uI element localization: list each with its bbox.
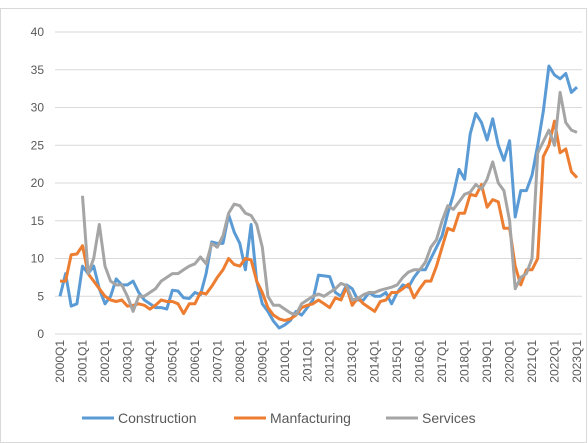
x-tick-label: 2007Q1 (210, 340, 224, 383)
series-line (58, 64, 579, 330)
y-tick-label: 30 (31, 101, 45, 115)
y-tick-label: 25 (31, 138, 45, 152)
legend-label: Manfacturing (270, 410, 351, 426)
x-tick-label: 2001Q1 (75, 340, 89, 383)
x-tick-label: 2006Q1 (188, 340, 202, 383)
y-tick-label: 0 (37, 327, 44, 341)
x-tick-label: 2018Q1 (458, 340, 472, 383)
x-tick-label: 2009Q1 (255, 340, 269, 383)
y-tick-label: 15 (31, 214, 45, 228)
legend-label: Construction (118, 410, 197, 426)
x-tick-label: 2014Q1 (368, 340, 382, 383)
x-tick-label: 2020Q1 (503, 340, 517, 383)
x-tick-label: 2022Q1 (548, 340, 562, 383)
x-tick-label: 2000Q1 (53, 340, 67, 383)
legend-label: Services (422, 410, 476, 426)
x-tick-label: 2002Q1 (98, 340, 112, 383)
x-tick-label: 2016Q1 (413, 340, 427, 383)
x-tick-label: 2015Q1 (390, 340, 404, 383)
x-tick-label: 2008Q1 (233, 340, 247, 383)
x-tick-label: 2010Q1 (278, 340, 292, 383)
y-tick-label: 40 (31, 25, 45, 39)
x-tick-label: 2012Q1 (323, 340, 337, 383)
y-tick-label: 5 (37, 289, 44, 303)
y-tick-label: 20 (31, 176, 45, 190)
y-tick-label: 10 (31, 252, 45, 266)
x-tick-label: 2017Q1 (435, 340, 449, 383)
x-tick-label: 2005Q1 (165, 340, 179, 383)
x-tick-label: 2003Q1 (120, 340, 134, 383)
x-tick-label: 2011Q1 (300, 340, 314, 382)
x-tick-label: 2019Q1 (480, 340, 494, 383)
x-tick-label: 2023Q1 (570, 340, 584, 383)
y-tick-label: 35 (31, 63, 45, 77)
x-tick-label: 2004Q1 (143, 340, 157, 383)
series-line (81, 90, 578, 316)
series-line (60, 119, 579, 322)
x-tick-label: 2013Q1 (345, 340, 359, 383)
x-tick-label: 2021Q1 (525, 340, 539, 383)
